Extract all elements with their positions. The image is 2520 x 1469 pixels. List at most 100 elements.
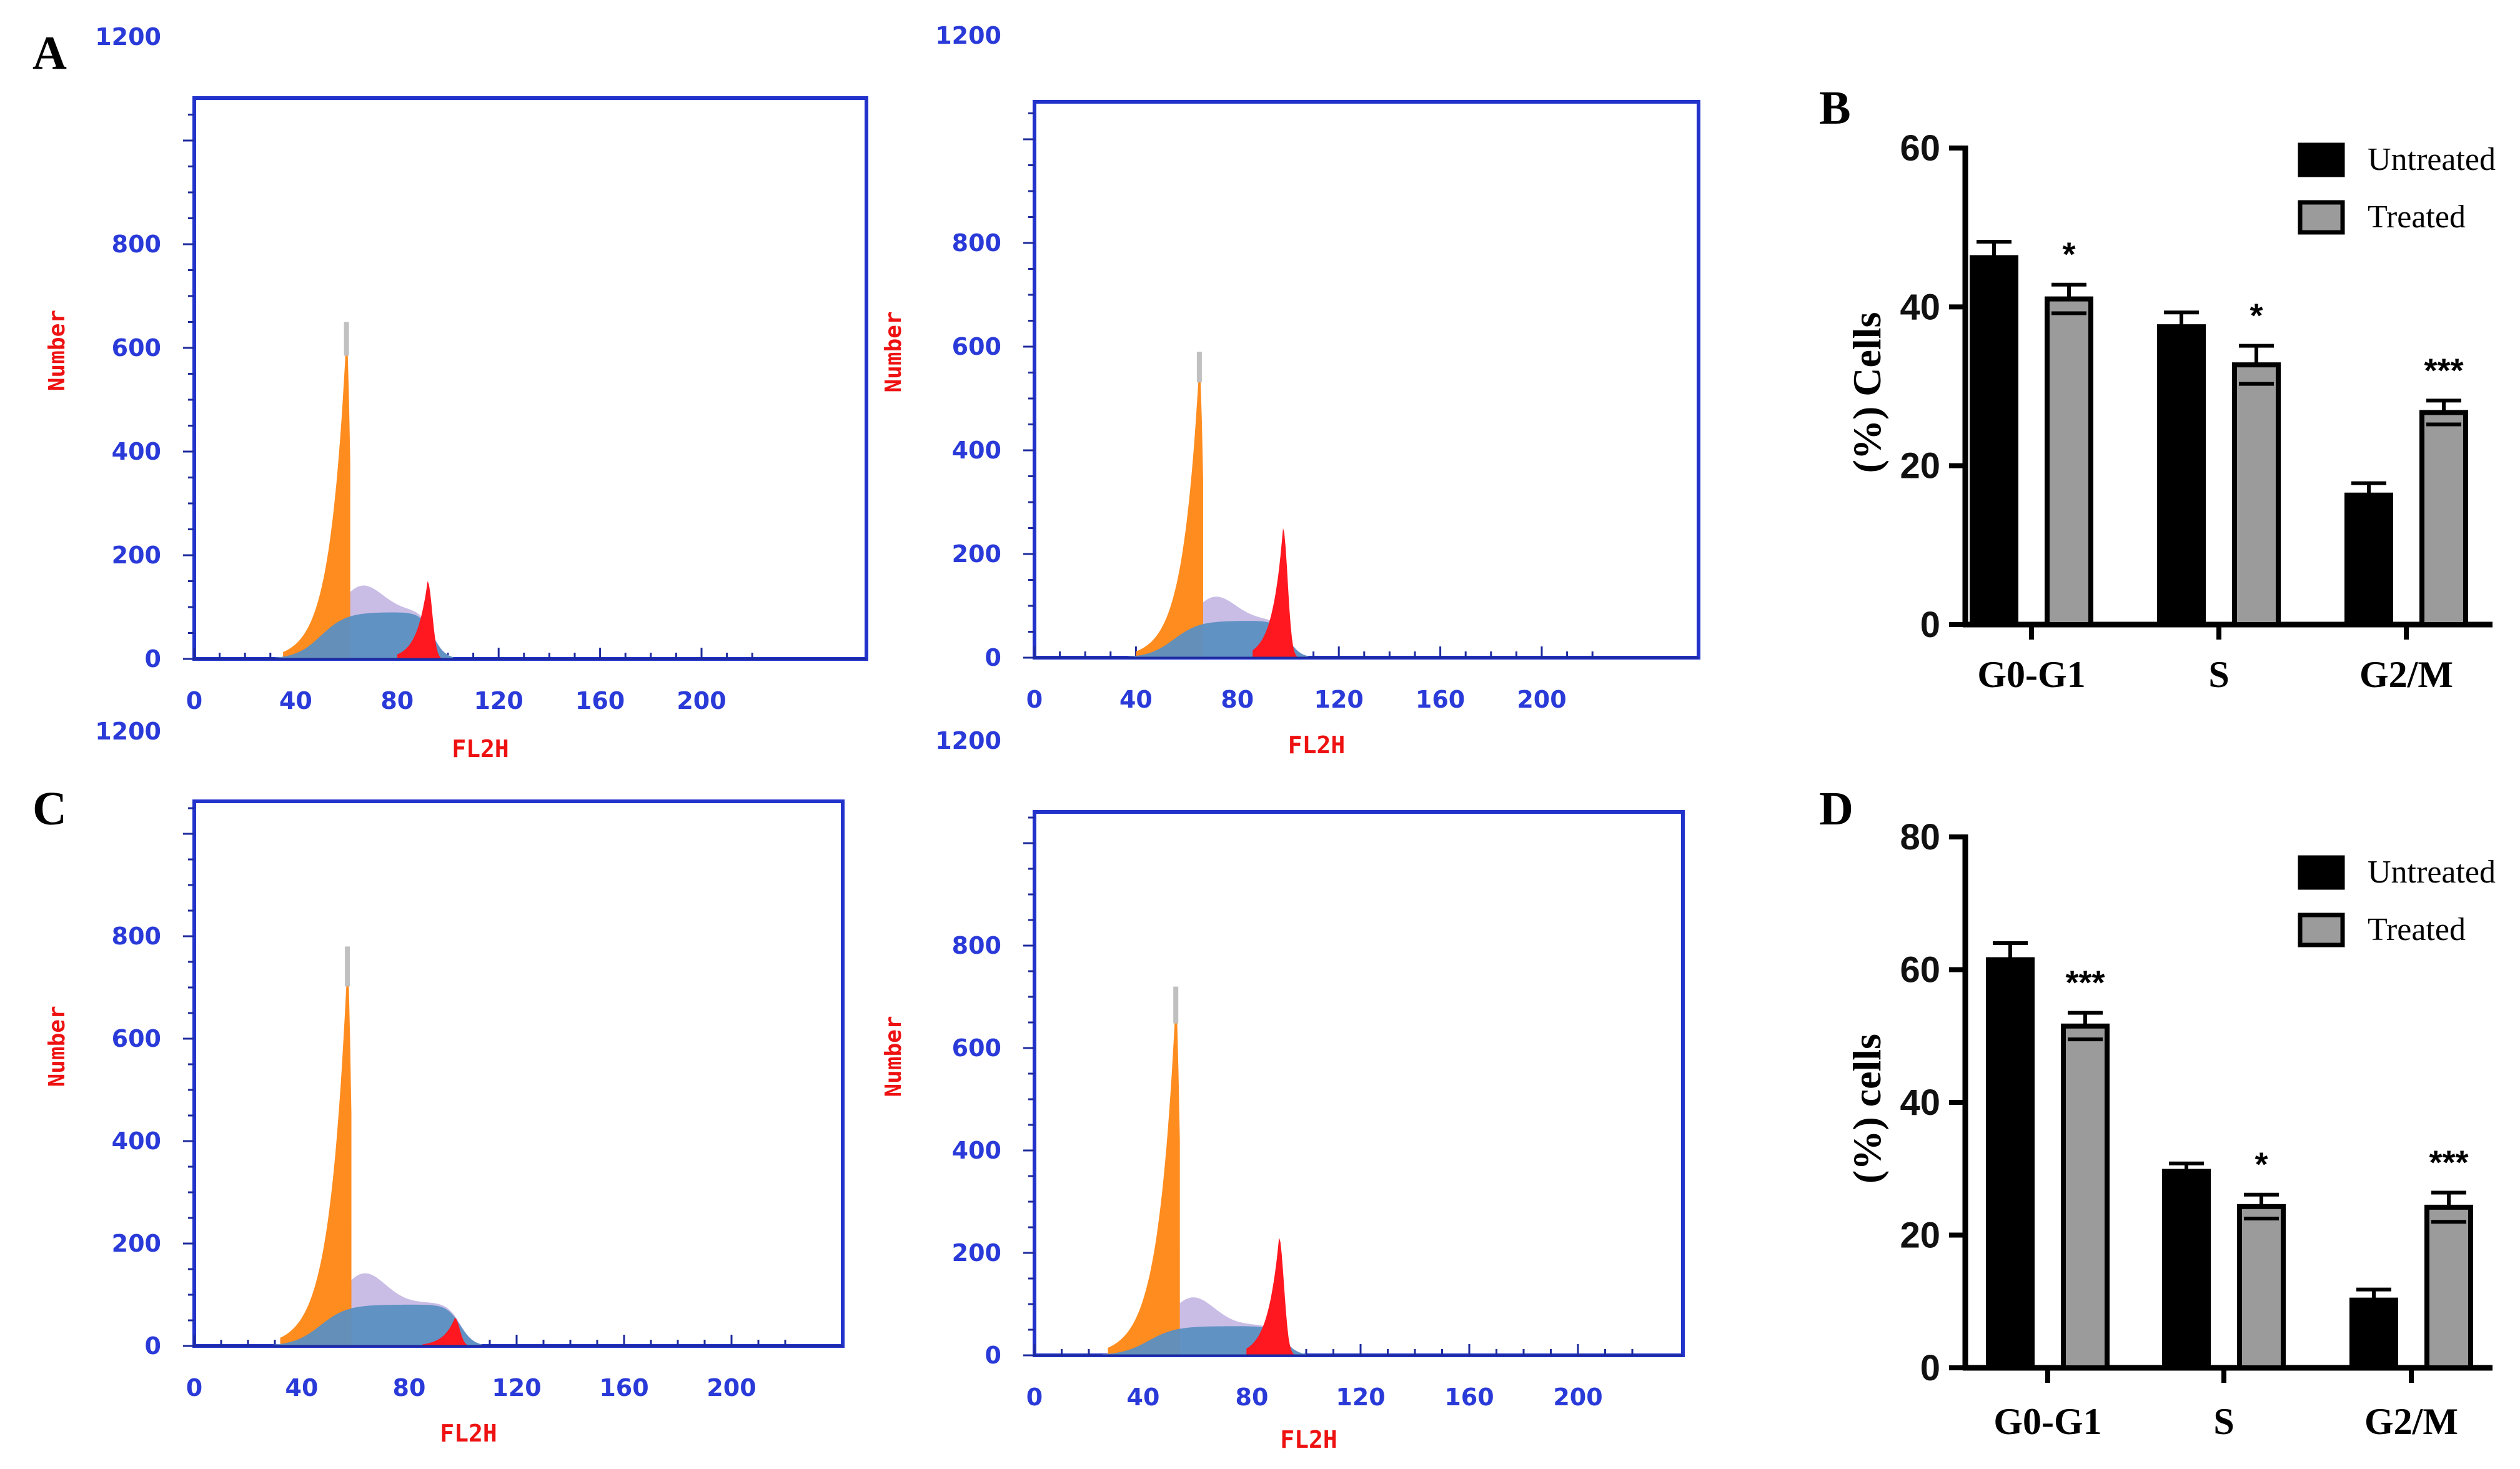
legend-swatch-treated [2298,913,2345,947]
y-tick-label: 400 [112,1127,161,1155]
panel-letter-d: D [1819,783,1853,835]
legend-label: Untreated [2368,142,2496,177]
x-tick-label: 120 [492,1374,541,1402]
y-tick-label: 600 [952,1034,1001,1062]
category-label: G0-G1 [1993,1401,2101,1442]
y-tick-label: 20 [1900,446,1940,487]
y-tick-label: 0 [985,644,1001,671]
y-tick-label: 0 [1920,605,1940,645]
y-tick-label: 0 [145,645,161,673]
y-tick-label: 800 [112,230,161,258]
bar-untreated [2162,1169,2211,1370]
x-tick-label: 160 [599,1374,648,1402]
category-label: G2/M [2364,1401,2458,1442]
s-phase-fill [272,1304,482,1346]
y-axis-label: Number [881,311,906,392]
y-tick-label: 1200 [95,23,161,51]
bar-untreated [2157,324,2206,627]
x-tick-label: 80 [1221,686,1254,713]
x-tick-label: 40 [279,687,312,715]
g1-peak-tip [1196,352,1202,383]
y-tick-label: 800 [952,229,1001,257]
y-tick-label: 200 [952,540,1001,568]
significance-marker: *** [2429,1144,2468,1182]
y-tick-label: 400 [952,437,1001,464]
g2-peak [397,581,443,659]
y-tick-label: 40 [1900,1082,1940,1123]
bar-treated [2237,1204,2286,1370]
g2-peak [422,1317,471,1346]
category-label: S [2213,1401,2234,1442]
g1-peak-tip [345,946,350,987]
g1-peak [1136,364,1203,658]
x-tick-label: 120 [1336,1383,1385,1411]
y-tick-label: 200 [952,1239,1001,1267]
bar-treated [2045,296,2093,628]
y-tick-label: 0 [145,1332,161,1360]
g2-peak [1253,528,1299,658]
y-tick-label: 1200 [935,727,1001,754]
category-label: S [2208,654,2229,695]
significance-marker: * [2062,236,2075,274]
panel-letter-c: C [32,783,67,835]
x-tick-label: 200 [707,1374,756,1402]
g1-peak-tip [344,322,349,356]
x-axis-label: FL2H [452,735,509,763]
x-axis-label: FL2H [1288,731,1346,759]
y-tick-label: 0 [985,1342,1001,1369]
bar-untreated [1970,255,2018,627]
legend-swatch-untreated [2298,142,2345,177]
y-tick-label: 800 [112,922,161,950]
x-tick-label: 0 [186,1374,202,1402]
panel-letter-b: B [1819,82,1851,134]
bar-treated [2232,362,2281,627]
significance-marker: * [2255,1146,2268,1184]
y-tick-label: 60 [1900,950,1940,991]
bar-chart-panel-d: 0 20 40 60 80 (%) cells G0-G1 *** S * G2/M *** Untre… [1845,817,2496,1442]
bar-untreated [1986,957,2035,1370]
bar-chart-panel-b: 0 20 40 60 (%) Cells G0-G1 * S * G2/M *** Untreated… [1845,128,2496,695]
x-tick-label: 80 [393,1374,426,1402]
x-tick-label: 160 [1416,686,1465,713]
bar-treated [2424,1204,2473,1370]
histogram-panel-c-untreated: 0 200 400 600 800 1200 0 40 80 120 160 200 FL2H Numbe… [44,718,845,1447]
bar-untreated [2344,492,2393,627]
y-tick-label: 600 [952,333,1001,360]
plot-frame [192,96,868,661]
y-tick-label: 600 [112,334,161,362]
category-label: G0-G1 [1977,654,2085,695]
y-tick-label: 60 [1900,128,1940,169]
x-tick-label: 40 [1119,686,1153,713]
y-tick-label: 0 [1920,1348,1940,1388]
legend-label: Treated [2368,199,2466,235]
x-tick-label: 0 [1026,1383,1043,1411]
x-tick-label: 200 [677,687,726,715]
x-tick-label: 200 [1553,1383,1602,1411]
x-tick-label: 40 [285,1374,319,1402]
legend-label: Treated [2368,912,2466,947]
category-label: G2/M [2359,654,2453,695]
x-tick-label: 120 [474,687,523,715]
plot-frame [1033,100,1700,660]
y-tick-label: 400 [952,1137,1001,1164]
x-tick-label: 80 [380,687,414,715]
g1-peak-tip [1173,986,1179,1024]
y-axis-label: (%) Cells [1845,312,1889,473]
significance-marker: *** [2065,964,2105,1002]
y-tick-label: 20 [1900,1215,1940,1256]
y-tick-label: 1200 [935,22,1001,49]
y-axis-label: Number [881,1016,906,1097]
y-tick-label: 200 [112,542,161,569]
panel-letter-a: A [32,27,67,79]
x-tick-label: 160 [1444,1383,1494,1411]
histogram-panel-c-treated: 0 200 400 600 800 1200 0 40 80 120 160 200 FL2H Numbe… [881,727,1685,1453]
significance-marker: * [2250,297,2263,335]
g1-peak [283,335,350,659]
y-tick-label: 800 [952,932,1001,959]
bar-untreated [2349,1297,2398,1370]
x-axis-label: FL2H [1280,1426,1337,1453]
legend-swatch-untreated [2298,855,2345,890]
x-tick-label: 160 [575,687,625,715]
y-tick-label: 80 [1900,817,1940,858]
